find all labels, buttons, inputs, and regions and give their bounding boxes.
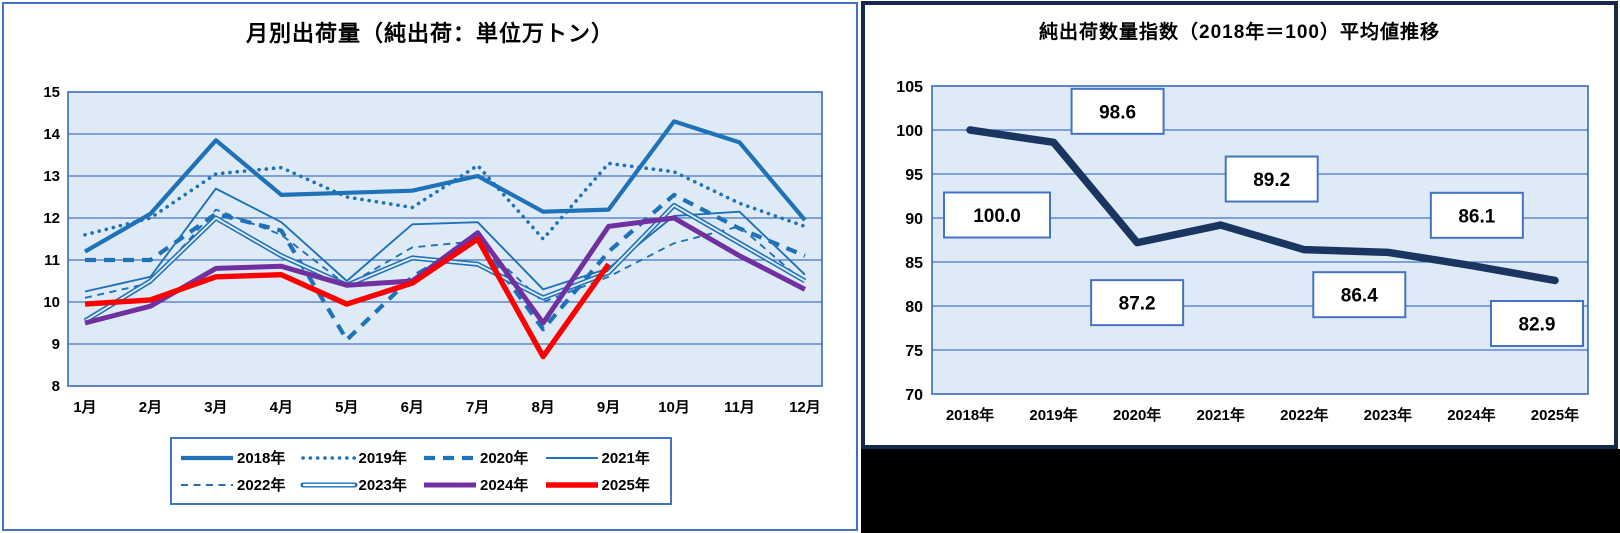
- x-axis-tick-label: 2020年: [1113, 406, 1161, 424]
- legend-line-swatch: [300, 455, 357, 460]
- index-chart-panel: 純出荷数量指数（2018年＝100）平均値推移 105 100 95 90 85 80 75…: [861, 1, 1618, 449]
- data-label-box: [1489, 299, 1584, 347]
- y-axis-tick-label: 15: [43, 84, 60, 101]
- data-label-98.6: 98.6: [1070, 87, 1165, 135]
- series-line-2022年: [84, 208, 806, 303]
- y-axis-tick-label: 11: [44, 252, 60, 269]
- data-label-value: 86.1: [1458, 206, 1495, 227]
- x-axis-tick-label: 7月: [466, 399, 489, 416]
- legend-line-swatch: [545, 456, 598, 459]
- data-label-box: [1429, 191, 1524, 239]
- legend-label: 2023年: [358, 477, 407, 494]
- legend-label: 2021年: [601, 450, 650, 467]
- legend-item-2024年: 2024年: [421, 474, 543, 495]
- series-line-2018年: [83, 119, 807, 254]
- series-line-2024年: [84, 215, 807, 326]
- series-line-2025年: [84, 236, 611, 360]
- legend-line-swatch: [300, 482, 357, 487]
- x-axis-tick-label: 9月: [597, 399, 620, 416]
- x-axis-tick-label: 3月: [204, 399, 227, 416]
- x-axis-tick-label: 2018年: [946, 406, 994, 424]
- x-axis-tick-label: 2月: [139, 399, 162, 416]
- legend-row: 2022年 2023年 2024年 2025年: [178, 474, 664, 495]
- legend-item-2019年: 2019年: [300, 447, 422, 468]
- x-axis-tick-label: 8月: [531, 399, 554, 416]
- bottom-black-strip: [861, 449, 1620, 533]
- legend-item-2020年: 2020年: [421, 447, 543, 468]
- y-axis-tick-label: 80: [905, 299, 923, 316]
- x-axis-tick-label: 2021年: [1197, 406, 1245, 424]
- x-axis-tick-label: 1月: [73, 399, 96, 416]
- x-axis-tick-label: 2023年: [1364, 406, 1412, 424]
- y-axis-tick-label: 10: [43, 294, 60, 311]
- legend-item-2021年: 2021年: [543, 447, 665, 468]
- x-axis-tick-label: 6月: [401, 399, 424, 416]
- y-axis-tick-label: 100: [896, 123, 923, 140]
- y-axis-tick-label: 14: [43, 126, 60, 143]
- series-line-2020年: [85, 192, 806, 342]
- legend-label: 2018年: [237, 450, 286, 467]
- legend-label: 2024年: [480, 477, 529, 494]
- monthly-chart-legend: 2018年 2019年 2020年 2021年 2022年 2023年 2024年 2025年: [170, 437, 672, 505]
- data-label-box: [943, 191, 1051, 239]
- x-axis-tick-label: 2024年: [1447, 406, 1495, 424]
- monthly-shipment-line-chart: 15 14 13 12 11 10 9 8 1月 2月 3月 4月 5月 6月 7月 8月 9月 10月 11月 12…: [43, 84, 823, 416]
- y-axis-tick-label: 8: [52, 378, 60, 395]
- data-label-value: 100.0: [973, 206, 1021, 227]
- legend-line-swatch: [545, 481, 598, 488]
- x-axis-tick-label: 5月: [335, 399, 358, 416]
- legend-label: 2022年: [237, 477, 286, 494]
- data-label-value: 87.2: [1119, 294, 1156, 315]
- data-label-value: 82.9: [1518, 314, 1555, 335]
- legend-label: 2020年: [480, 450, 529, 467]
- data-label-box: [1090, 279, 1185, 327]
- legend-row: 2018年 2019年 2020年 2021年: [178, 447, 664, 468]
- x-axis-tick-label: 11月: [724, 399, 755, 416]
- x-axis-tick-label: 2019年: [1029, 406, 1077, 424]
- legend-line-swatch: [424, 482, 476, 487]
- y-axis-tick-label: 9: [52, 336, 60, 353]
- data-label-100.0: 100.0: [943, 191, 1051, 239]
- data-label-86.4: 86.4: [1312, 271, 1407, 319]
- data-label-87.2: 87.2: [1090, 279, 1185, 327]
- y-axis-tick-label: 95: [905, 167, 923, 184]
- series-line-指数: [966, 126, 1559, 285]
- x-axis-tick-label: 2022年: [1280, 406, 1328, 424]
- legend-line-swatch: [424, 455, 476, 460]
- x-axis-tick-label: 4月: [270, 399, 293, 416]
- data-label-82.9: 82.9: [1489, 299, 1584, 347]
- data-label-value: 86.4: [1341, 286, 1378, 307]
- legend-item-2022年: 2022年: [178, 474, 300, 495]
- index-line-chart: 105 100 95 90 85 80 75 70 2018年 2019年 2020年 2021年 20…: [896, 79, 1589, 424]
- monthly-shipment-chart-panel: 月別出荷量（純出荷：単位万トン） 15 14 13 12 11 10 9 8 1月 2月 3月 4月 5…: [2, 2, 858, 531]
- index-chart-title: 純出荷数量指数（2018年＝100）平均値推移: [1039, 22, 1440, 43]
- x-axis-tick-label: 2025年: [1531, 406, 1579, 424]
- y-axis-tick-label: 12: [43, 210, 60, 227]
- y-axis-tick-label: 13: [43, 168, 60, 185]
- legend-line-swatch: [181, 455, 233, 460]
- y-axis-tick-label: 75: [905, 343, 923, 360]
- data-label-value: 89.2: [1253, 170, 1290, 191]
- legend-line-swatch: [181, 483, 233, 486]
- data-label-box: [1224, 155, 1319, 203]
- x-axis-tick-label: 10月: [658, 399, 690, 416]
- data-label-89.2: 89.2: [1224, 155, 1319, 203]
- data-label-box: [1070, 87, 1165, 135]
- legend-item-2018年: 2018年: [178, 447, 300, 468]
- legend-item-2023年: 2023年: [300, 474, 422, 495]
- y-axis-tick-label: 85: [905, 255, 923, 272]
- series-line-2021年: [84, 187, 806, 293]
- y-axis-tick-label: 70: [905, 387, 923, 404]
- data-label-value: 98.6: [1099, 102, 1136, 123]
- monthly-chart-title: 月別出荷量（純出荷：単位万トン）: [245, 21, 614, 46]
- data-label-86.1: 86.1: [1429, 191, 1524, 239]
- y-axis-tick-label: 105: [896, 79, 923, 96]
- legend-label: 2019年: [358, 450, 407, 467]
- x-axis-tick-label: 12月: [789, 399, 821, 416]
- legend-item-2025年: 2025年: [543, 474, 665, 495]
- data-label-box: [1312, 271, 1407, 319]
- y-axis-tick-label: 90: [905, 211, 923, 228]
- legend-label: 2025年: [601, 477, 650, 494]
